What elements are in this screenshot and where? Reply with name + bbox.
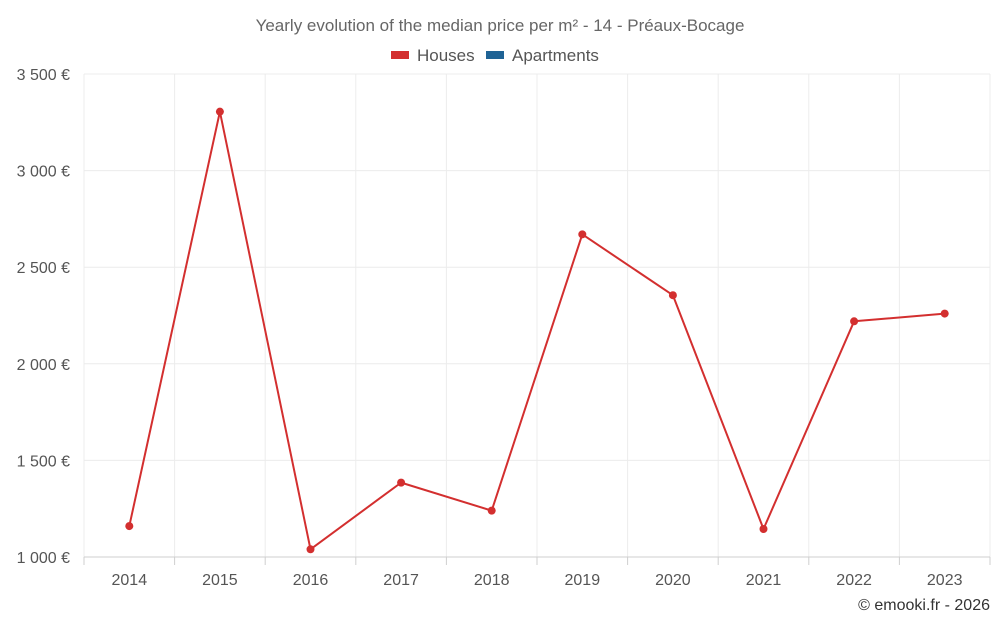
x-tick-label: 2023 <box>927 572 963 589</box>
x-tick-label: 2018 <box>474 572 510 589</box>
y-axis: 1 000 € 1 500 € 2 000 € 2 500 € 3 000 € 3 500… <box>17 67 70 567</box>
legend-item-apartments[interactable]: Apartments <box>486 46 599 65</box>
data-point[interactable] <box>215 107 224 116</box>
x-tick-label: 2015 <box>202 572 238 589</box>
y-tick-label: 1 000 € <box>17 550 70 567</box>
chart-title: Yearly evolution of the median price per… <box>256 16 745 35</box>
legend-item-houses[interactable]: Houses <box>391 46 475 65</box>
x-tick-label: 2019 <box>565 572 601 589</box>
legend-label-houses[interactable]: Houses <box>417 46 475 65</box>
series-line <box>128 110 945 551</box>
plot-area <box>125 107 949 554</box>
y-tick-label: 3 000 € <box>17 164 70 181</box>
legend[interactable]: Houses Apartments <box>391 46 599 65</box>
data-point[interactable] <box>940 309 949 318</box>
x-tick-label: 2014 <box>112 572 148 589</box>
legend-swatch-apartments <box>486 51 504 59</box>
legend-swatch-houses <box>391 51 409 59</box>
x-tick-label: 2017 <box>383 572 419 589</box>
x-axis: 2014 2015 2016 2017 2018 2019 2020 2021 2022 2023 <box>83 557 991 589</box>
data-point[interactable] <box>578 230 587 239</box>
x-tick-label: 2020 <box>655 572 691 589</box>
credit-text: © emooki.fr - 2026 <box>858 597 990 614</box>
x-tick-label: 2016 <box>293 572 329 589</box>
data-point[interactable] <box>487 506 496 515</box>
y-tick-label: 2 500 € <box>17 260 70 277</box>
data-point[interactable] <box>850 317 859 326</box>
x-tick-label: 2021 <box>746 572 782 589</box>
data-point[interactable] <box>759 524 768 533</box>
data-point[interactable] <box>306 545 315 554</box>
grid <box>83 73 991 557</box>
data-point[interactable] <box>397 478 406 487</box>
y-tick-label: 3 500 € <box>17 67 70 84</box>
y-tick-label: 2 000 € <box>17 357 70 374</box>
series-houses <box>125 107 949 554</box>
x-tick-label: 2022 <box>836 572 872 589</box>
data-point[interactable] <box>125 522 134 531</box>
legend-label-apartments[interactable]: Apartments <box>512 46 599 65</box>
data-point[interactable] <box>668 291 677 300</box>
y-tick-label: 1 500 € <box>17 453 70 470</box>
